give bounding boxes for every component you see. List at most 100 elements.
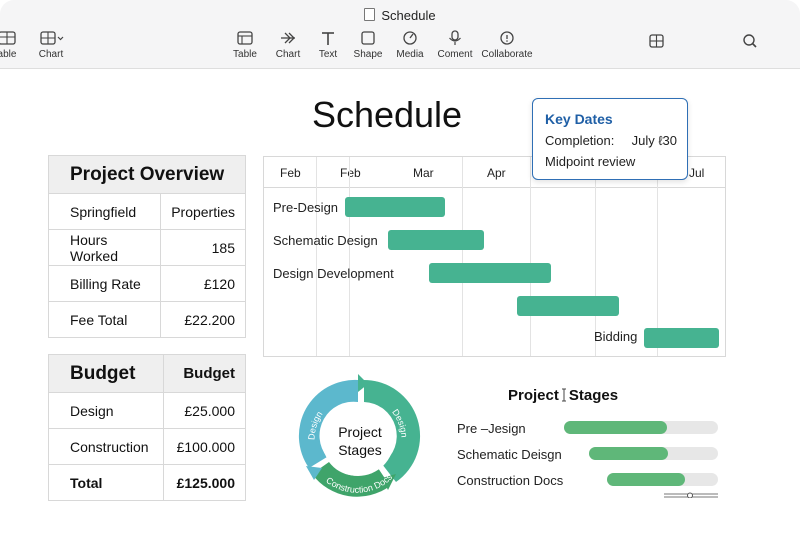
text-cursor-icon (561, 388, 566, 402)
month-label: Mar (413, 166, 434, 180)
toolbar-comment-button[interactable]: Coment (436, 30, 474, 60)
table-icon (0, 31, 16, 45)
shape-icon (361, 31, 375, 45)
toolbar: able Chart Table Chart Text Shape Media (0, 30, 800, 69)
table-row[interactable]: Total £125.000 (48, 464, 247, 501)
table-row[interactable]: Fee Total £22.200 (47, 301, 246, 338)
overview-value: £120 (160, 265, 246, 302)
gantt-task-label: Bidding (594, 329, 638, 344)
stage-progress-track (564, 421, 718, 434)
budget-column-header: Budget (162, 354, 247, 393)
month-label: Apr (487, 166, 506, 180)
slider-handle[interactable] (664, 492, 718, 498)
overview-label: Billing Rate (47, 265, 162, 302)
page-title[interactable]: Schedule (311, 94, 463, 135)
ring-segment-design-right[interactable] (364, 379, 421, 482)
gantt-bar-construction[interactable] (517, 296, 619, 316)
gantt-bar-design-development[interactable] (429, 263, 551, 283)
gantt-bar-pre-design[interactable] (345, 197, 445, 217)
overview-label: Springfield (47, 193, 162, 230)
overview-label: Hours Worked (47, 229, 162, 266)
ring-arrow (306, 466, 322, 480)
ring-arrow (382, 474, 396, 490)
gantt-task-label: Design Development (273, 266, 394, 281)
gantt-month-header: Feb Feb Mar Apr Jul (264, 157, 725, 188)
table-row[interactable]: Springfield Properties (47, 193, 246, 230)
stage-progress-track (607, 473, 718, 486)
gantt-gridline (530, 157, 531, 356)
toolbar-text-button[interactable]: Text (313, 30, 343, 60)
chart-icon (281, 32, 295, 44)
gantt-chart[interactable]: Feb Feb Mar Apr Jul Pre-Design Schematic… (263, 156, 726, 357)
project-stages-ring[interactable]: Design Design Construction Docs (292, 370, 422, 510)
ring-segment-construction-docs[interactable] (312, 462, 390, 497)
ring-center (322, 404, 394, 476)
budget-value: £25.000 (162, 392, 247, 429)
stage-progress-track (589, 447, 718, 460)
overview-value: £22.200 (160, 301, 246, 338)
gantt-gridline (316, 157, 317, 356)
key-dates-title: Key Dates (545, 111, 613, 127)
ring-center-label: Project Stages (338, 424, 382, 458)
stage-progress-fill (564, 421, 668, 434)
overview-value: Properties (160, 193, 246, 230)
gantt-gridline (349, 157, 350, 356)
key-dates-callout[interactable]: Key Dates Completion: July ℓ30 Midpoint … (532, 98, 688, 180)
gantt-gridline (657, 157, 658, 356)
gantt-gridline (595, 157, 596, 356)
month-label: Jul (689, 166, 705, 180)
budget-title: Budget (48, 354, 164, 393)
toolbar-search-button[interactable] (740, 34, 760, 51)
document-icon (364, 8, 376, 21)
budget-label: Design (48, 392, 164, 429)
toolbar-chart-button[interactable]: Chart (273, 30, 303, 60)
table-row[interactable]: Construction £100.000 (48, 428, 247, 465)
search-icon (743, 34, 757, 48)
budget-value: £100.000 (162, 428, 247, 465)
gantt-task-label: Schematic Design (273, 233, 378, 248)
window-title: Schedule (0, 8, 800, 23)
comment-icon (449, 30, 461, 45)
toolbar-collaborate-button[interactable]: Collaborate (480, 30, 534, 60)
toolbar-table-button[interactable]: Table (230, 30, 260, 60)
text-icon (322, 32, 334, 45)
gantt-bar-schematic-design[interactable] (388, 230, 484, 250)
completion-date: July ℓ30 (631, 133, 677, 148)
toolbar-shape-button[interactable]: Shape (352, 30, 384, 60)
project-overview-table[interactable]: Project Overview Springfield Properties … (47, 155, 246, 338)
toolbar-chart-left-button[interactable]: Chart (34, 30, 68, 60)
table-row[interactable]: Design £25.000 (48, 392, 247, 429)
budget-total-value: £125.000 (162, 464, 247, 501)
ring-segment-design-left[interactable] (298, 379, 358, 468)
completion-label: Completion: (545, 133, 615, 148)
table-row[interactable]: Billing Rate £120 (47, 265, 246, 302)
budget-label: Construction (48, 428, 164, 465)
gantt-bar-bidding[interactable] (644, 328, 719, 348)
stage-label: Pre –Jesign (457, 421, 526, 436)
collaborate-icon (500, 31, 514, 45)
table-row[interactable]: Hours Worked 185 (47, 229, 246, 266)
chart-dropdown-icon (40, 31, 64, 45)
project-stages-title[interactable]: Project Stages (508, 387, 619, 404)
project-overview-title: Project Overview (48, 155, 246, 194)
toolbar-table-left-button[interactable]: able (0, 30, 22, 60)
ring-arrow (358, 374, 368, 392)
media-icon (403, 31, 417, 45)
toolbar-sidebar-button[interactable] (647, 34, 667, 51)
budget-total-label: Total (48, 464, 164, 501)
budget-table[interactable]: Budget Budget Design £25.000 Constructio… (48, 354, 247, 501)
midpoint-review-label: Midpoint review (545, 154, 636, 169)
stage-progress-fill (607, 473, 685, 486)
month-label: Feb (280, 166, 301, 180)
gantt-task-label: Pre-Design (273, 200, 339, 215)
stage-label: Construction Docs (457, 473, 564, 488)
overview-value: 185 (160, 229, 246, 266)
stage-label: Schematic Deisgn (457, 447, 562, 462)
overview-label: Fee Total (47, 301, 162, 338)
title-bar: Schedule (0, 0, 800, 30)
table-icon (237, 31, 253, 45)
sidebar-icon (649, 34, 664, 48)
month-label: Feb (340, 166, 361, 180)
toolbar-media-button[interactable]: Media (394, 30, 426, 60)
